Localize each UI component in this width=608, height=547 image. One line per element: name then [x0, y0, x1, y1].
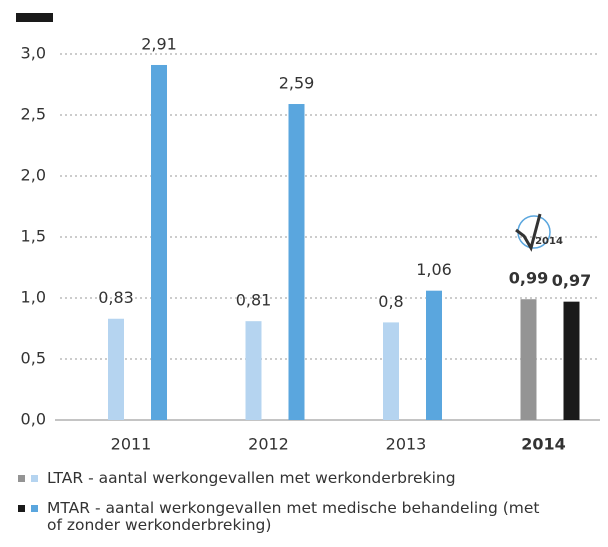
x-tick-label: 2012: [248, 435, 289, 454]
value-label: 0,97: [552, 271, 591, 290]
x-tick-label: 2013: [386, 435, 427, 454]
legend-label: LTAR - aantal werkongevallen met werkond…: [47, 469, 456, 487]
bar: [288, 104, 305, 421]
legend-swatch: [18, 475, 25, 482]
bar: [108, 318, 124, 420]
y-tick-label: 2,5: [21, 105, 46, 124]
legend-item: LTAR - aantal werkongevallen met werkond…: [18, 470, 578, 487]
chart: 0,0 0,5 1,0 1,5 2,0 2,5 3,0 2011 0,83 2,91 2012 0,8…: [16, 13, 600, 454]
badge-check: [515, 213, 542, 252]
legend-item: MTAR - aantal werkongevallen met medisch…: [18, 500, 578, 534]
legend-swatch: [31, 505, 38, 512]
y-tick-label: 3,0: [21, 44, 46, 63]
y-tick-label: 1,5: [21, 227, 46, 246]
legend: LTAR - aantal werkongevallen met werkond…: [18, 470, 578, 547]
value-label: 2,59: [279, 74, 315, 93]
value-label: 0,8: [378, 292, 403, 311]
value-label: 2,91: [141, 34, 177, 53]
y-tick-label: 0,0: [21, 410, 46, 429]
legend-swatch: [31, 475, 38, 482]
badge-text: 2014: [535, 236, 563, 247]
bar: [520, 299, 537, 420]
y-tick-label: 1,0: [21, 288, 46, 307]
value-label: 1,06: [416, 260, 452, 279]
legend-swatch: [18, 505, 25, 512]
bar: [426, 290, 442, 420]
bar: [563, 301, 580, 420]
x-tick-label: 2011: [111, 435, 152, 454]
value-label: 0,99: [509, 269, 548, 288]
value-label: 0,81: [236, 291, 272, 310]
y-tick-label: 2,0: [21, 166, 46, 185]
legend-label: MTAR - aantal werkongevallen met medisch…: [47, 499, 540, 534]
decoration: [16, 13, 53, 22]
bar: [151, 64, 167, 420]
badge: 2014: [515, 213, 563, 252]
x-tick-label: 2014: [521, 435, 566, 454]
bar: [383, 322, 399, 420]
value-label: 0,83: [98, 288, 134, 307]
y-tick-label: 0,5: [21, 349, 46, 368]
bar: [245, 321, 262, 420]
